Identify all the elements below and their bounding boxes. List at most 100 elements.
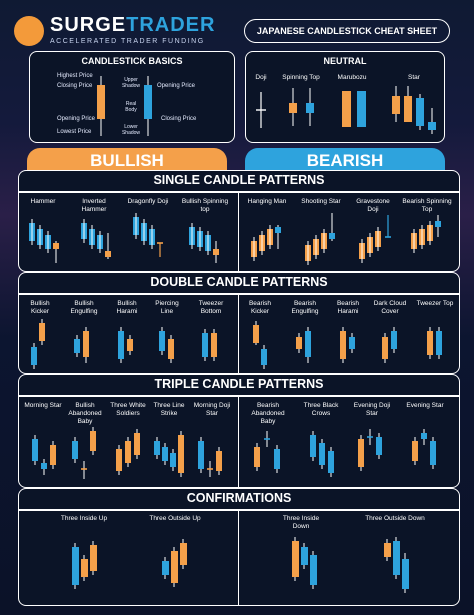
neutral-candles bbox=[256, 86, 436, 134]
triple-bull-label-4: Three Line Strike bbox=[153, 402, 185, 417]
bullish-engulfing-candles bbox=[74, 327, 89, 363]
double-bear-label-2: Bearish Engulfing bbox=[291, 300, 319, 315]
three-outside-down-candles bbox=[384, 537, 409, 593]
three-outside-up-candles bbox=[162, 539, 187, 587]
basics-title: CANDLESTICK BASICS bbox=[81, 56, 183, 66]
brand-logo: SURGETRADER ACCELERATED TRADER FUNDING bbox=[14, 14, 214, 50]
sheet-title: JAPANESE CANDLESTICK CHEAT SHEET bbox=[244, 19, 450, 43]
dark-cloud-cover-candles bbox=[382, 327, 397, 363]
double-candles bbox=[31, 319, 442, 369]
three-inside-up-candles bbox=[72, 541, 97, 589]
brand-tagline: ACCELERATED TRADER FUNDING bbox=[50, 38, 205, 45]
triple-bull-label-1: Morning Star bbox=[24, 402, 62, 409]
confirm-bear-label-2: Three Outside Down bbox=[365, 515, 425, 522]
three-inside-down-candles bbox=[292, 537, 317, 589]
single-bear-label-1: Hanging Man bbox=[247, 198, 287, 205]
basics-label-upper-shadow: Upper Shadow bbox=[121, 77, 141, 89]
three-line-strike-candles bbox=[154, 431, 184, 477]
single-bear-label-2: Shooting Star bbox=[301, 198, 341, 205]
neutral-label-star: Star bbox=[408, 74, 420, 81]
basics-panel: CANDLESTICK BASICS Highest Price Closing… bbox=[29, 51, 235, 143]
bearish-harami-candles bbox=[340, 327, 355, 363]
triple-bull-label-5: Morning Doji Star bbox=[193, 402, 231, 417]
triple-bear-label-1: Bearish Abandoned Baby bbox=[251, 402, 285, 425]
basics-label-lowest: Lowest Price bbox=[57, 129, 92, 135]
tweezer-top-candles bbox=[427, 327, 442, 359]
bearish-spinning-top-candles bbox=[411, 215, 441, 253]
three-black-crows-candles bbox=[310, 431, 334, 477]
confirm-bear-label-1: Three Inside Down bbox=[282, 515, 320, 530]
triple-bull-label-3: Three White Soldiers bbox=[110, 402, 146, 417]
basics-label-highest: Highest Price bbox=[57, 73, 93, 79]
single-bull-label-2: Inverted Hammer bbox=[81, 198, 107, 213]
brand-name: SURGETRADER bbox=[50, 14, 215, 37]
dragonfly-doji-candles bbox=[133, 213, 163, 257]
single-bear-label-4: Bearish Spinning Top bbox=[402, 198, 452, 213]
bullish-spinning-top-candles bbox=[189, 223, 219, 263]
single-bull-label-1: Hammer bbox=[30, 198, 56, 205]
double-section-title: DOUBLE CANDLE PATTERNS bbox=[150, 275, 328, 289]
bullish-kicker-candles bbox=[31, 319, 45, 369]
single-bear-label-3: Gravestone Doji bbox=[356, 198, 390, 213]
triple-section-title: TRIPLE CANDLE PATTERNS bbox=[154, 377, 324, 391]
basics-label-lower-shadow: Lower Shadow bbox=[121, 124, 141, 136]
morning-doji-star-candles bbox=[198, 437, 222, 477]
basics-label-closing: Closing Price bbox=[57, 83, 93, 89]
confirmations-section: CONFIRMATIONS Three Inside Up Three Outs… bbox=[18, 488, 460, 606]
double-bull-label-4: Piercing Line bbox=[155, 300, 179, 315]
basics-label-opening-right: Opening Price bbox=[157, 83, 196, 89]
confirmation-candles bbox=[72, 537, 409, 593]
neutral-label-marubozu: Marubozu bbox=[337, 74, 367, 81]
morning-star-candles bbox=[32, 435, 56, 475]
double-bull-label-2: Bullish Engulfing bbox=[70, 300, 98, 315]
bullish-abandoned-baby-candles bbox=[72, 427, 96, 479]
neutral-label-doji: Doji bbox=[255, 74, 267, 81]
three-white-soldiers-candles bbox=[116, 429, 140, 475]
double-bear-label-1: Bearish Kicker bbox=[248, 300, 272, 315]
single-bull-label-3: Dragonfly Doji bbox=[127, 198, 169, 205]
neutral-title: NEUTRAL bbox=[323, 56, 367, 66]
basics-bullish-candle bbox=[97, 85, 105, 119]
single-candles bbox=[29, 213, 441, 265]
shooting-star-candles bbox=[305, 213, 335, 265]
bearish-header: BEARISH bbox=[245, 148, 445, 174]
hammer-candles bbox=[29, 219, 59, 263]
triple-bear-label-4: Evening Star bbox=[406, 402, 444, 409]
confirm-bull-label-1: Three Inside Up bbox=[60, 515, 108, 522]
single-candle-section: SINGLE CANDLE PATTERNS Hammer Inverted H… bbox=[18, 170, 460, 272]
bearish-kicker-candles bbox=[253, 321, 267, 369]
triple-candle-section: TRIPLE CANDLE PATTERNS Morning Star Bull… bbox=[18, 374, 460, 488]
triple-bear-label-3: Evening Doji Star bbox=[353, 402, 391, 417]
triple-bull-label-2: Bullish Abandoned Baby bbox=[68, 402, 102, 425]
basics-label-real-body: Real Body bbox=[125, 101, 137, 113]
tweezer-bottom-candles bbox=[202, 329, 217, 361]
double-bear-label-4: Dark Cloud Cover bbox=[373, 300, 407, 315]
double-bear-label-3: Bearish Harami bbox=[336, 300, 360, 315]
brand-name-part2: TRADER bbox=[126, 14, 216, 36]
single-section-title: SINGLE CANDLE PATTERNS bbox=[153, 173, 325, 187]
triple-bear-label-2: Three Black Crows bbox=[303, 402, 339, 417]
double-bull-label-1: Bullish Kicker bbox=[30, 300, 50, 315]
gravestone-doji-candles bbox=[359, 215, 391, 263]
bearish-engulfing-candles bbox=[296, 327, 311, 363]
confirm-bull-label-2: Three Outside Up bbox=[149, 515, 201, 522]
bullish-harami-candles bbox=[118, 327, 133, 363]
bearish-abandoned-baby-candles bbox=[254, 431, 280, 473]
confirm-section-title: CONFIRMATIONS bbox=[186, 491, 292, 505]
double-candle-section: DOUBLE CANDLE PATTERNS Bullish Kicker Bu… bbox=[18, 272, 460, 374]
double-bull-label-5: Tweezer Bottom bbox=[198, 300, 224, 315]
neutral-panel: NEUTRAL Doji Spinning Top Marubozu Star bbox=[245, 51, 445, 143]
basics-label-closing-right: Closing Price bbox=[161, 116, 197, 122]
double-bull-label-3: Bullish Harami bbox=[116, 300, 138, 315]
triple-candles bbox=[32, 427, 436, 479]
basics-label-opening: Opening Price bbox=[57, 116, 96, 122]
evening-star-candles bbox=[412, 429, 436, 469]
brand-name-part1: SURGE bbox=[50, 14, 127, 36]
bullish-header: BULLISH bbox=[27, 148, 227, 174]
double-bear-label-5: Tweezer Top bbox=[416, 300, 454, 307]
inverted-hammer-candles bbox=[81, 219, 111, 259]
hanging-man-candles bbox=[251, 225, 281, 261]
bull-logo-icon bbox=[14, 16, 44, 46]
evening-doji-star-candles bbox=[358, 429, 382, 471]
